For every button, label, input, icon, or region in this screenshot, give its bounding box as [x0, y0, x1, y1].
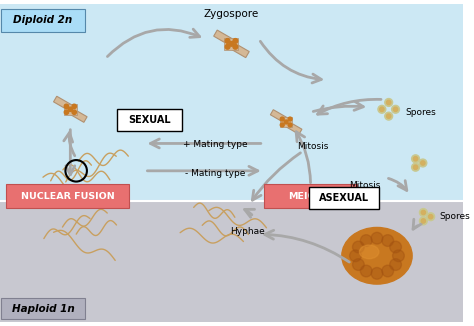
Circle shape	[380, 107, 384, 111]
Circle shape	[392, 250, 404, 262]
Circle shape	[225, 38, 230, 43]
Circle shape	[421, 219, 426, 223]
Circle shape	[419, 159, 427, 167]
Circle shape	[413, 156, 418, 161]
FancyBboxPatch shape	[309, 187, 379, 209]
Circle shape	[390, 241, 401, 253]
Circle shape	[421, 210, 426, 215]
Circle shape	[68, 107, 73, 111]
Circle shape	[386, 100, 391, 105]
Circle shape	[390, 259, 401, 271]
Circle shape	[64, 110, 69, 114]
FancyBboxPatch shape	[117, 109, 182, 131]
Polygon shape	[54, 96, 75, 112]
Circle shape	[353, 241, 364, 253]
Circle shape	[288, 123, 292, 127]
Text: Haploid 1n: Haploid 1n	[11, 304, 74, 314]
Circle shape	[229, 41, 234, 46]
Circle shape	[233, 44, 237, 49]
FancyBboxPatch shape	[264, 185, 357, 208]
Circle shape	[280, 123, 284, 127]
Circle shape	[360, 235, 372, 246]
Text: Spores: Spores	[405, 108, 436, 117]
Circle shape	[72, 104, 76, 109]
Text: Diploid 2n: Diploid 2n	[13, 15, 73, 25]
Circle shape	[421, 161, 425, 165]
Circle shape	[382, 235, 393, 246]
Circle shape	[385, 112, 392, 120]
Text: - Mating type: - Mating type	[185, 169, 245, 178]
Ellipse shape	[342, 228, 412, 284]
Text: NUCLEAR FUSION: NUCLEAR FUSION	[20, 192, 114, 201]
Polygon shape	[64, 104, 77, 115]
Polygon shape	[282, 119, 302, 134]
Bar	[0, 4, 463, 201]
Circle shape	[385, 98, 392, 106]
FancyBboxPatch shape	[1, 9, 85, 32]
Circle shape	[392, 105, 400, 113]
Circle shape	[419, 209, 427, 216]
Circle shape	[284, 120, 288, 124]
Circle shape	[428, 215, 433, 219]
Bar	[0, 201, 463, 322]
Text: Mitosis: Mitosis	[297, 142, 328, 151]
Circle shape	[64, 104, 69, 109]
Text: MEIOSIS: MEIOSIS	[288, 192, 333, 201]
Circle shape	[360, 265, 372, 277]
Polygon shape	[224, 38, 238, 50]
Polygon shape	[280, 117, 292, 127]
Circle shape	[371, 268, 383, 279]
Circle shape	[288, 117, 292, 121]
Circle shape	[280, 117, 284, 121]
Circle shape	[350, 250, 361, 262]
Text: Hyphae: Hyphae	[230, 227, 264, 236]
Circle shape	[419, 217, 427, 225]
Circle shape	[427, 213, 435, 221]
Polygon shape	[270, 110, 290, 125]
Ellipse shape	[359, 245, 379, 259]
Circle shape	[411, 163, 419, 171]
Polygon shape	[65, 106, 87, 122]
Circle shape	[233, 38, 237, 43]
Text: Spores: Spores	[439, 212, 470, 221]
Circle shape	[225, 44, 230, 49]
Text: + Mating type: + Mating type	[182, 140, 247, 149]
Circle shape	[72, 110, 76, 114]
Circle shape	[382, 265, 393, 277]
Text: SEXUAL: SEXUAL	[128, 115, 171, 125]
Circle shape	[386, 114, 391, 118]
FancyBboxPatch shape	[1, 298, 85, 319]
Circle shape	[378, 105, 386, 113]
Text: ASEXUAL: ASEXUAL	[319, 193, 369, 203]
Text: Zygospore: Zygospore	[204, 8, 259, 19]
Text: Mitosis: Mitosis	[349, 181, 381, 190]
Circle shape	[413, 165, 418, 170]
FancyBboxPatch shape	[6, 185, 129, 208]
Circle shape	[371, 232, 383, 244]
Circle shape	[393, 107, 398, 111]
Circle shape	[411, 155, 419, 163]
Circle shape	[353, 259, 364, 271]
Polygon shape	[214, 30, 237, 48]
Polygon shape	[226, 40, 249, 58]
